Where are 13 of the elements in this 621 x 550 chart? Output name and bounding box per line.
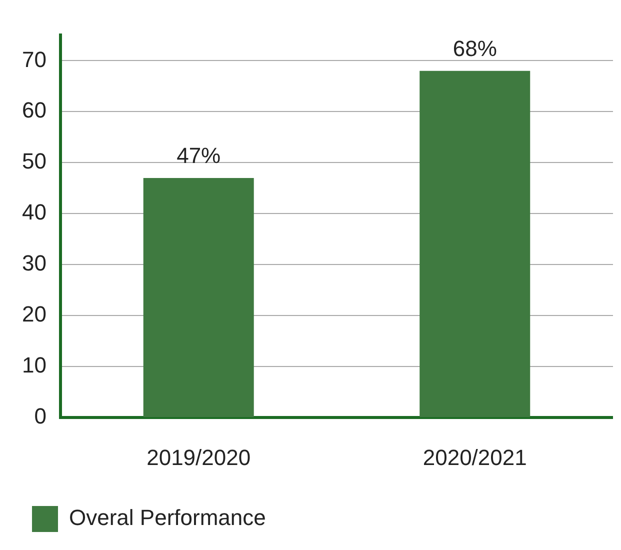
x-tick-label: 2019/2020: [146, 444, 251, 470]
legend-label: Overal Performance: [69, 505, 266, 530]
x-tick-label: 2020/2021: [422, 444, 527, 470]
data-label: 68%: [452, 36, 497, 61]
y-tick-label: 20: [22, 302, 46, 327]
y-tick-label: 40: [22, 200, 46, 225]
y-tick-label: 50: [22, 148, 46, 174]
y-tick-label: 10: [22, 352, 46, 378]
data-label: 47%: [176, 143, 221, 168]
y-tick-label: 60: [22, 98, 46, 123]
y-tick-label: 70: [22, 46, 46, 72]
y-tick-label: 30: [22, 250, 46, 276]
y-tick-label: 0: [34, 404, 46, 429]
